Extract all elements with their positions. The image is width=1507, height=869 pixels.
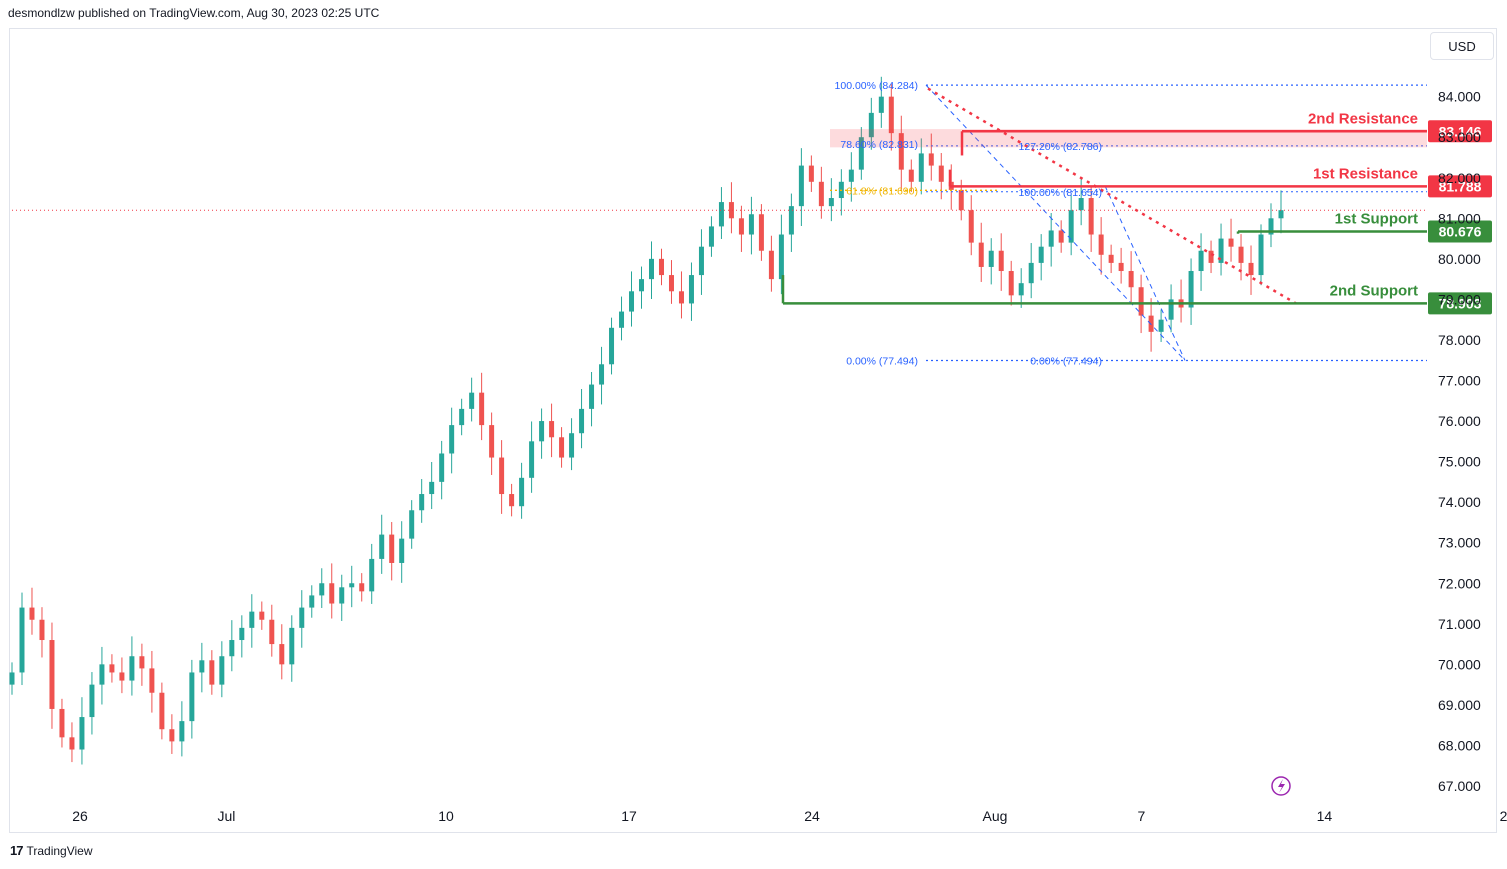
footer-brand: TradingView (26, 843, 93, 858)
tradingview-logo-icon: 17 (10, 843, 24, 858)
currency-selector[interactable]: USD (1430, 32, 1494, 60)
footer: 17 TradingView (10, 843, 93, 858)
publisher-caption: desmondlzw published on TradingView.com,… (8, 6, 380, 20)
chart-frame (9, 28, 1497, 833)
x-tick-label: 21 (1500, 808, 1507, 824)
